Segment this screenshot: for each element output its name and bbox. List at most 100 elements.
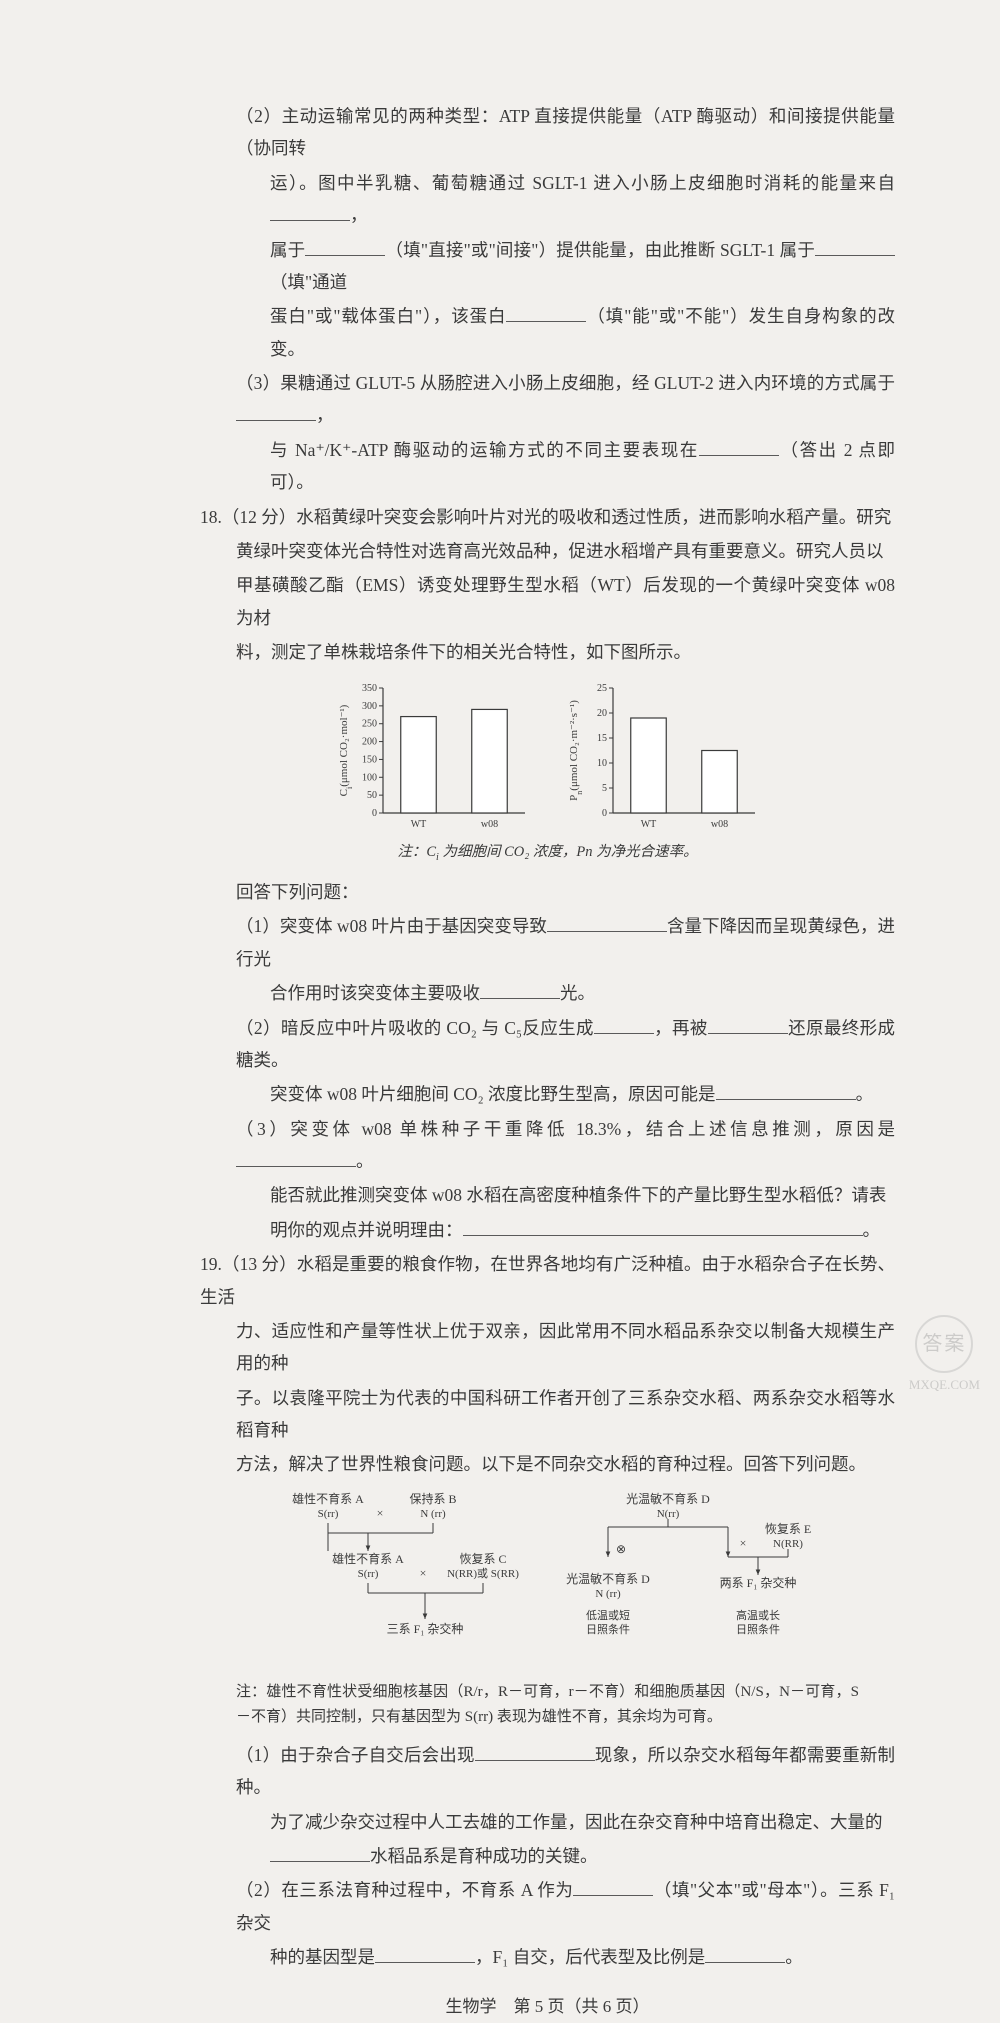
blank [506, 303, 586, 322]
svg-text:三系 F₁ 杂交种: 三系 F₁ 杂交种 [386, 1621, 463, 1636]
t: 。 [863, 1220, 881, 1240]
blank [594, 1014, 654, 1033]
t: 。 [856, 1084, 874, 1104]
q19-s1d: 水稻品系是育种成功的关键。 [200, 1840, 895, 1872]
q17-3-line1: （3）果糖通过 GLUT-5 从肠腔进入小肠上皮细胞，经 GLUT-2 进入内环… [200, 367, 895, 432]
q19-s2a: （2）在三系法育种过程中，不育系 A 作为（填"父本"或"母本"）。三系 F₁ … [200, 1874, 895, 1939]
svg-text:Ci(μmol CO₂·mol⁻¹): Ci(μmol CO₂·mol⁻¹) [338, 705, 354, 797]
chart-caption: 注：Ci 为细胞间 CO₂ 浓度，Pn 为净光合速率。 [200, 839, 895, 868]
q19-l4: 方法，解决了世界性粮食问题。以下是不同杂交水稻的育种过程。回答下列问题。 [200, 1448, 895, 1480]
q18-s3c: 能否就此推测突变体 w08 水稻在高密度种植条件下的产量比野生型水稻低？请表 [200, 1179, 895, 1211]
svg-text:日照条件: 日照条件 [586, 1622, 630, 1636]
svg-text:N(RR): N(RR) [773, 1538, 803, 1550]
svg-text:光温敏不育系 D: 光温敏不育系 D [566, 1571, 650, 1586]
t: ，F₁ 自交，后代表型及比例是 [475, 1947, 705, 1967]
svg-text:5: 5 [602, 783, 607, 794]
blank [475, 1742, 595, 1761]
q17-2-line2-tail: ， [350, 205, 368, 225]
q19-s2c: 种的基因型是 ，F₁ 自交，后代表型及比例是 。 [200, 1941, 895, 1973]
blank [305, 236, 385, 255]
q17-2-line2: 运）。图中半乳糖、葡萄糖通过 SGLT-1 进入小肠上皮细胞时消耗的能量来自， [200, 167, 895, 232]
q18-answer-head: 回答下列问题： [200, 876, 895, 908]
q17-2-line1: （2）主动运输常见的两种类型：ATP 直接提供能量（ATP 酶驱动）和间接提供能… [200, 100, 895, 165]
t: ， [316, 405, 334, 425]
svg-text:光温敏不育系 D: 光温敏不育系 D [626, 1491, 710, 1506]
t: 明你的观点并说明理由： [270, 1220, 463, 1240]
blank [547, 913, 667, 932]
blank [375, 1944, 475, 1963]
q18-l4: 料，测定了单株栽培条件下的相关光合特性，如下图所示。 [200, 636, 895, 668]
svg-text:150: 150 [362, 755, 377, 766]
q17-2-line4: 蛋白"或"载体蛋白"），该蛋白（填"能"或"不能"）发生自身构象的改变。 [200, 300, 895, 365]
t: 突变体 w08 叶片细胞间 CO₂ 浓度比野生型高，原因可能是 [270, 1084, 716, 1104]
page-content: （2）主动运输常见的两种类型：ATP 直接提供能量（ATP 酶驱动）和间接提供能… [200, 100, 895, 2023]
t: 属于 [270, 240, 305, 260]
t: （1）由于杂合子自交后会出现 [236, 1745, 475, 1765]
svg-text:350: 350 [362, 683, 377, 694]
svg-text:恢复系 C: 恢复系 C [459, 1552, 506, 1566]
svg-text:低温或短: 低温或短 [586, 1608, 630, 1622]
t: （3）突变体 w08 单株种子干重降低 18.3%，结合上述信息推测，原因是 [236, 1119, 895, 1139]
svg-text:高温或长: 高温或长 [736, 1608, 780, 1622]
svg-text:WT: WT [410, 819, 426, 830]
diagram-note: 注：雄性不育性状受细胞核基因（R/r，R－可育，r－不育）和细胞质基因（N/S，… [200, 1676, 895, 1739]
t: 为细胞间 CO₂ 浓度，P [439, 844, 585, 860]
q18-l2: 黄绿叶突变体光合特性对选育高光效品种，促进水稻增产具有重要意义。研究人员以 [200, 535, 895, 567]
q19-l2: 力、适应性和产量等性状上优于双亲，因此常用不同水稻品系杂交以制备大规模生产用的种 [200, 1315, 895, 1380]
svg-text:N (rr): N (rr) [595, 1588, 621, 1600]
svg-text:WT: WT [640, 819, 656, 830]
blank [708, 1014, 788, 1033]
t: 光。 [560, 983, 595, 1003]
t: （填"直接"或"间接"）提供能量，由此推断 SGLT-1 属于 [385, 240, 815, 260]
watermark-circle: 答案 [915, 1315, 973, 1373]
svg-text:50: 50 [367, 791, 377, 802]
q18-s1a: （1）突变体 w08 叶片由于基因突变导致含量下降因而呈现黄绿色，进行光 [200, 910, 895, 975]
blank [480, 980, 560, 999]
svg-text:300: 300 [362, 701, 377, 712]
svg-text:N(RR)或 S(RR): N(RR)或 S(RR) [447, 1567, 519, 1580]
t: 水稻品系是育种成功的关键。 [370, 1846, 598, 1866]
page-footer: 生物学 第 5 页（共 6 页） [200, 1991, 895, 2022]
t: 种的基因型是 [270, 1947, 375, 1967]
t: 。 [356, 1151, 374, 1171]
q19-s1c: 为了减少杂交过程中人工去雄的工作量，因此在杂交育种中培育出稳定、大量的 [200, 1806, 895, 1838]
svg-text:20: 20 [597, 708, 607, 719]
t: 注：C [397, 844, 436, 860]
t: n 为净光合速率。 [585, 844, 697, 860]
t: 与 Na⁺/K⁺-ATP 酶驱动的运输方式的不同主要表现在 [270, 440, 699, 460]
blank [236, 1148, 356, 1167]
t: ，再被 [654, 1018, 708, 1038]
watermark: 答案 MXQE.COM [909, 1315, 980, 1394]
svg-text:日照条件: 日照条件 [736, 1622, 780, 1636]
t: 。 [785, 1947, 803, 1967]
svg-text:15: 15 [597, 733, 607, 744]
svg-text:N(rr): N(rr) [656, 1508, 679, 1520]
svg-text:0: 0 [602, 808, 607, 819]
q18-l3: 甲基磺酸乙酯（EMS）诱变处理野生型水稻（WT）后发现的一个黄绿叶突变体 w08… [200, 569, 895, 634]
blank [236, 402, 316, 421]
q18-s2a: （2）暗反应中叶片吸收的 CO₂ 与 C₅反应生成，再被还原最终形成糖类。 [200, 1012, 895, 1077]
svg-text:保持系 B: 保持系 B [409, 1491, 456, 1506]
t: 蛋白"或"载体蛋白"），该蛋白 [270, 306, 506, 326]
blank [270, 202, 350, 221]
svg-text:10: 10 [597, 758, 607, 769]
svg-text:两系 F₁ 杂交种: 两系 F₁ 杂交种 [719, 1575, 796, 1590]
svg-text:×: × [739, 1536, 746, 1550]
svg-text:雄性不育系 A: 雄性不育系 A [292, 1491, 364, 1506]
svg-text:S(rr): S(rr) [357, 1568, 378, 1580]
blank [573, 1877, 653, 1896]
svg-text:25: 25 [597, 683, 607, 694]
svg-text:N (rr): N (rr) [420, 1508, 446, 1520]
svg-text:250: 250 [362, 719, 377, 730]
svg-text:200: 200 [362, 737, 377, 748]
chart-ci: 050100150200250300350Ci(μmol CO₂·mol⁻¹)W… [333, 680, 533, 835]
q19-s1a: （1）由于杂合子自交后会出现现象，所以杂交水稻每年都需要重新制种。 [200, 1739, 895, 1804]
svg-text:×: × [419, 1566, 426, 1580]
breeding-diagram: 雄性不育系 AS(rr)保持系 BN (rr)×雄性不育系 AS(rr)恢复系 … [200, 1491, 895, 1666]
blank [815, 236, 895, 255]
q18-s2d: 突变体 w08 叶片细胞间 CO₂ 浓度比野生型高，原因可能是 。 [200, 1078, 895, 1110]
q18-head: 18.（12 分）水稻黄绿叶突变会影响叶片对光的吸收和透过性质，进而影响水稻产量… [200, 501, 895, 533]
blank [705, 1944, 785, 1963]
chart-area: 0 50 100 150 200 250 300 350 Ci(μmol CO₂·mol⁻¹) W… [200, 680, 895, 835]
svg-text:100: 100 [362, 773, 377, 784]
